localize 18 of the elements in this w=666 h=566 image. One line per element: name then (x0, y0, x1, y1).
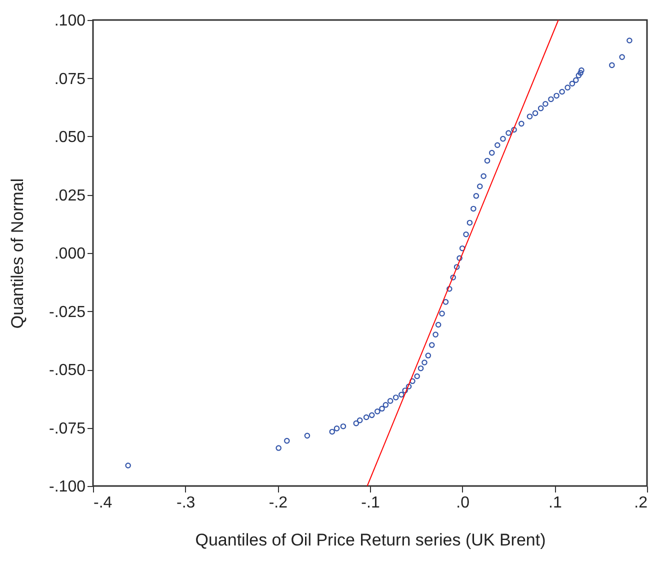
x-tick-label: -.2 (268, 494, 288, 512)
y-tick-label: .075 (54, 70, 86, 88)
y-tick-label: -.075 (49, 420, 86, 438)
y-tick-label: .100 (54, 12, 86, 30)
y-tick-label: .000 (54, 246, 86, 262)
y-tick-label: -.025 (49, 304, 86, 321)
x-axis-title: Quantiles of Oil Price Return series (UK Brent) (195, 530, 546, 550)
x-tick-label: .0 (456, 494, 470, 512)
y-tick-label: .025 (54, 187, 86, 204)
x-tick-label: -.1 (361, 494, 380, 512)
x-tick-label: -.3 (176, 494, 196, 512)
x-tick-label: -.4 (94, 494, 112, 512)
y-tick-label: -.100 (49, 478, 86, 496)
x-tick-label: .2 (634, 494, 648, 512)
x-tick-label: .1 (548, 494, 562, 512)
y-tick-label: -.050 (49, 362, 86, 379)
y-axis-title: Quantiles of Normal (8, 178, 28, 329)
y-tick-label: .050 (54, 129, 86, 146)
